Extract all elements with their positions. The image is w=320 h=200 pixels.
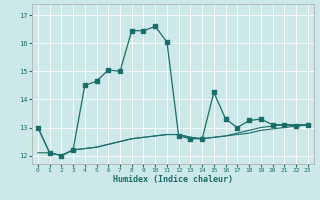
X-axis label: Humidex (Indice chaleur): Humidex (Indice chaleur) bbox=[113, 175, 233, 184]
